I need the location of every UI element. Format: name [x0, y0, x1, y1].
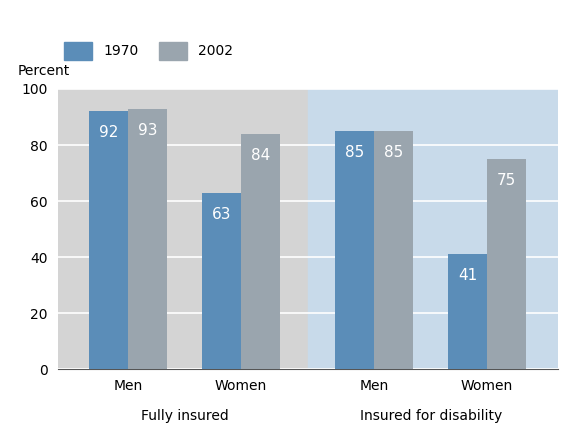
Bar: [89, 111, 128, 369]
Bar: [241, 134, 280, 369]
Text: 41: 41: [458, 268, 477, 283]
Legend: 1970, 2002: 1970, 2002: [64, 42, 233, 60]
Text: 93: 93: [138, 123, 158, 138]
Bar: [448, 255, 487, 369]
Text: 85: 85: [345, 145, 365, 160]
Bar: [487, 159, 526, 369]
Bar: [335, 131, 374, 369]
Text: 84: 84: [251, 148, 270, 163]
Text: 63: 63: [212, 207, 231, 222]
Text: Fully insured: Fully insured: [141, 409, 228, 423]
Bar: [308, 89, 558, 369]
Bar: [374, 131, 413, 369]
Bar: [202, 193, 241, 369]
Text: 92: 92: [99, 125, 118, 141]
Text: Percent: Percent: [17, 64, 70, 78]
Text: Insured for disability: Insured for disability: [359, 409, 502, 423]
Bar: [128, 109, 167, 369]
Bar: [58, 89, 308, 369]
Text: 85: 85: [384, 145, 403, 160]
Text: 75: 75: [497, 173, 516, 188]
